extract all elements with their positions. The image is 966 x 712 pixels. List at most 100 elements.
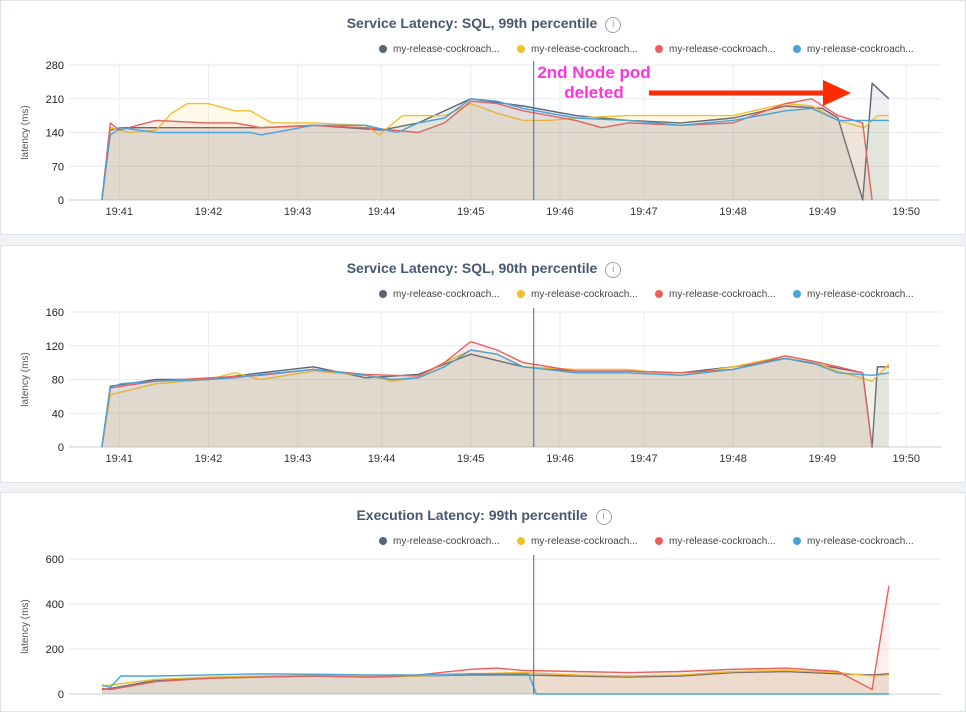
legend: my-release-cockroach... my-release-cockr… xyxy=(379,287,931,301)
info-icon[interactable]: i xyxy=(605,17,622,33)
x-tick-label: 19:41 xyxy=(105,206,133,218)
y-axis-label: latency (ms) xyxy=(20,352,31,406)
legend-item[interactable]: my-release-cockroach... xyxy=(655,287,793,301)
legend-item[interactable]: my-release-cockroach... xyxy=(379,42,517,56)
series-line xyxy=(101,673,889,695)
chart-title: Service Latency: SQL, 90th percentile xyxy=(346,260,598,276)
legend-label: my-release-cockroach... xyxy=(393,288,500,300)
y-tick-label: 210 xyxy=(46,94,64,106)
y-tick-label: 160 xyxy=(46,307,64,319)
legend-item[interactable]: my-release-cockroach... xyxy=(517,534,655,548)
legend-dot-icon xyxy=(655,45,663,53)
series-area xyxy=(101,83,889,200)
x-tick-label: 19:49 xyxy=(809,453,837,465)
x-tick-label: 19:43 xyxy=(284,453,312,465)
legend-dot-icon xyxy=(655,290,663,298)
y-tick-label: 280 xyxy=(46,60,64,72)
y-tick-label: 120 xyxy=(46,341,64,353)
legend-label: my-release-cockroach... xyxy=(393,43,500,55)
legend-item[interactable]: my-release-cockroach... xyxy=(517,42,655,56)
legend-label: my-release-cockroach... xyxy=(669,288,776,300)
info-icon[interactable]: i xyxy=(605,262,622,278)
y-tick-label: 80 xyxy=(52,375,64,387)
legend-label: my-release-cockroach... xyxy=(807,43,914,55)
y-tick-label: 140 xyxy=(46,128,64,140)
legend-dot-icon xyxy=(379,45,387,53)
annotation-line-1: 2nd Node pod xyxy=(537,63,651,82)
x-tick-label: 19:41 xyxy=(105,453,133,465)
x-tick-label: 19:46 xyxy=(546,453,574,465)
x-tick-label: 19:49 xyxy=(809,206,837,218)
legend-label: my-release-cockroach... xyxy=(807,288,914,300)
chart-panel-exec-p99: Execution Latency: 99th percentile i my-r… xyxy=(0,492,966,712)
chart-title-container: Service Latency: SQL, 90th percentile i xyxy=(1,260,965,278)
series-line xyxy=(101,585,890,691)
legend-dot-icon xyxy=(379,290,387,298)
legend-dot-icon xyxy=(793,45,801,53)
series-area xyxy=(101,98,889,200)
chart-title-container: Service Latency: SQL, 99th percentile i xyxy=(1,15,965,33)
x-tick-label: 19:48 xyxy=(719,206,747,218)
x-tick-label: 19:50 xyxy=(892,453,920,465)
x-tick-label: 19:42 xyxy=(195,206,223,218)
legend: my-release-cockroach... my-release-cockr… xyxy=(379,42,931,56)
series-line xyxy=(101,349,890,448)
series-line xyxy=(101,82,890,201)
legend-label: my-release-cockroach... xyxy=(807,535,914,547)
series-line xyxy=(101,98,889,201)
annotation-text: 2nd Node pod deleted xyxy=(501,63,687,103)
series-area xyxy=(101,671,889,694)
series-area xyxy=(101,354,889,447)
x-tick-label: 19:46 xyxy=(546,206,574,218)
chart-title-container: Execution Latency: 99th percentile i xyxy=(1,507,965,525)
legend-item[interactable]: my-release-cockroach... xyxy=(793,42,931,56)
x-tick-label: 19:43 xyxy=(284,206,312,218)
legend-item[interactable]: my-release-cockroach... xyxy=(379,534,517,548)
x-tick-label: 19:47 xyxy=(630,206,658,218)
annotation-line-2: deleted xyxy=(564,83,624,102)
legend-item[interactable]: my-release-cockroach... xyxy=(793,534,931,548)
x-tick-label: 19:45 xyxy=(457,206,485,218)
legend-dot-icon xyxy=(517,290,525,298)
x-tick-label: 19:44 xyxy=(368,453,396,465)
x-tick-label: 19:42 xyxy=(195,453,223,465)
y-axis-label: latency (ms) xyxy=(20,105,31,159)
y-tick-label: 0 xyxy=(58,195,64,207)
legend-label: my-release-cockroach... xyxy=(531,43,638,55)
y-tick-label: 0 xyxy=(58,442,64,454)
x-tick-label: 19:44 xyxy=(368,206,396,218)
chart-panel-sql-p99: Service Latency: SQL, 99th percentile i m… xyxy=(0,0,966,235)
y-tick-label: 400 xyxy=(46,599,64,611)
x-tick-label: 19:48 xyxy=(719,453,747,465)
chart-plot: 0 70 140 210 280 19:41 19:42 19:43 19:44 19:45 19:… xyxy=(20,60,941,218)
series-area xyxy=(101,586,889,694)
legend-item[interactable]: my-release-cockroach... xyxy=(517,287,655,301)
legend-label: my-release-cockroach... xyxy=(669,535,776,547)
series-area xyxy=(101,350,889,447)
legend-label: my-release-cockroach... xyxy=(669,43,776,55)
info-icon[interactable]: i xyxy=(595,509,612,525)
series-area xyxy=(101,673,889,694)
series-area xyxy=(101,98,873,200)
legend-dot-icon xyxy=(655,537,663,545)
series-line xyxy=(101,102,889,201)
x-tick-label: 19:47 xyxy=(630,453,658,465)
legend-item[interactable]: my-release-cockroach... xyxy=(655,534,793,548)
legend-label: my-release-cockroach... xyxy=(531,288,638,300)
y-tick-label: 0 xyxy=(58,689,64,701)
legend-item[interactable]: my-release-cockroach... xyxy=(655,42,793,56)
legend-label: my-release-cockroach... xyxy=(393,535,500,547)
legend-dot-icon xyxy=(517,537,525,545)
legend-label: my-release-cockroach... xyxy=(531,535,638,547)
legend-dot-icon xyxy=(793,537,801,545)
legend-dot-icon xyxy=(379,537,387,545)
y-tick-label: 200 xyxy=(46,644,64,656)
legend-dot-icon xyxy=(517,45,525,53)
series-line xyxy=(101,98,873,201)
y-tick-label: 40 xyxy=(52,408,64,420)
x-tick-label: 19:50 xyxy=(892,206,920,218)
legend-dot-icon xyxy=(793,290,801,298)
legend-item[interactable]: my-release-cockroach... xyxy=(379,287,517,301)
y-axis-label: latency (ms) xyxy=(20,599,31,653)
legend-item[interactable]: my-release-cockroach... xyxy=(793,287,931,301)
